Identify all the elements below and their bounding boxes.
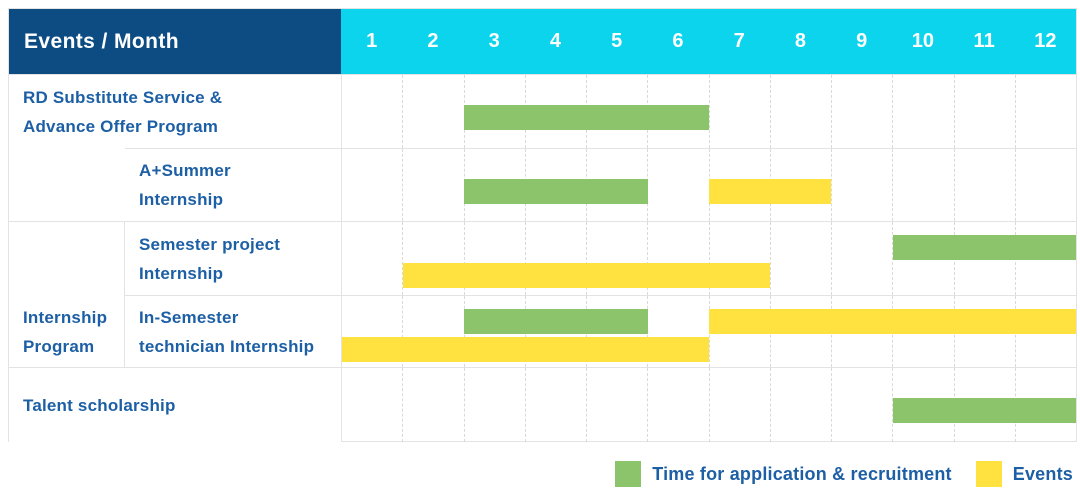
month-grid-cell — [463, 222, 525, 295]
row-label-text: Semester project Internship — [139, 234, 281, 283]
month-header-cell: 2 — [427, 30, 439, 52]
row-label: In-Semester technician Internship — [125, 295, 341, 367]
month-grid-cell — [402, 296, 463, 367]
month-header-cell: 1 — [366, 30, 378, 52]
gantt-bar-application — [892, 235, 1076, 260]
month-grid-cell — [402, 149, 463, 221]
month-grid-cell — [463, 368, 525, 442]
month-grid-cell — [708, 222, 770, 295]
month-grid-cell — [463, 296, 525, 367]
month-grid-cell — [342, 222, 402, 295]
legend-swatch-application — [615, 461, 642, 487]
month-grid-cell — [769, 75, 831, 148]
month-header-cell: 3 — [488, 30, 500, 52]
month-header-cell: 10 — [911, 30, 934, 52]
month-grid-cell — [586, 368, 647, 442]
table-header-title-cell: Events / Month — [9, 9, 341, 74]
gantt-bar-application — [892, 398, 1076, 423]
month-header-cell: 8 — [794, 30, 806, 52]
month-grid-cell — [892, 149, 953, 221]
month-header-cell: 12 — [1034, 30, 1057, 52]
month-grid-cell — [647, 222, 708, 295]
month-header-cell: 7 — [733, 30, 745, 52]
events-table: Events / Month 1 2 3 4 5 6 7 8 9 10 11 12 Internshi… — [8, 8, 1077, 442]
row-label-text: A+Summer Internship — [139, 161, 231, 209]
month-grid-cell — [463, 149, 525, 221]
month-grid-cell — [647, 368, 708, 442]
month-grid-cell — [953, 149, 1015, 221]
month-grid-cell — [708, 75, 770, 148]
month-grid-cell — [463, 75, 525, 148]
legend: Time for application & recruitment Events — [0, 459, 1073, 489]
gantt-bar-event — [709, 309, 1076, 334]
month-grid-cell — [524, 368, 586, 442]
month-header-cell: 9 — [856, 30, 868, 52]
row-timeline — [341, 148, 1076, 221]
month-grid-cell — [1014, 149, 1076, 221]
month-grid-cell — [342, 75, 402, 148]
month-grid-cell — [769, 222, 831, 295]
month-header-cell: 6 — [672, 30, 684, 52]
legend-swatch-event — [975, 461, 1002, 487]
month-grid-cell — [1014, 75, 1076, 148]
row-timeline — [341, 74, 1076, 148]
row-timeline — [341, 295, 1076, 367]
row-label: RD Substitute Service & Advance Offer Pr… — [9, 74, 341, 148]
table-header-title: Events / Month — [24, 29, 179, 53]
month-grid-cell — [586, 222, 647, 295]
gantt-bar-event — [403, 263, 771, 288]
row-timeline — [341, 221, 1076, 295]
row-label-text: RD Substitute Service & Advance Offer Pr… — [23, 87, 223, 136]
row-label-text: Talent scholarship — [23, 395, 176, 415]
gantt-bar-event — [709, 179, 832, 204]
row-timeline — [341, 367, 1076, 442]
month-grid-cell — [831, 368, 892, 442]
month-grid-cell — [953, 75, 1015, 148]
month-grid-cell — [647, 149, 708, 221]
row-label: Semester project Internship — [125, 221, 341, 295]
month-grid-cell — [524, 222, 586, 295]
month-grid-cell — [708, 368, 770, 442]
month-grid-cell — [342, 149, 402, 221]
row-group-label-text: Internship Program — [23, 308, 108, 356]
month-header-cell: 4 — [549, 30, 561, 52]
month-grid-cell — [769, 368, 831, 442]
month-grid-cell — [831, 222, 892, 295]
row-label-text: In-Semester technician Internship — [139, 307, 315, 356]
gantt-bar-event — [342, 337, 709, 362]
month-header-cell: 11 — [973, 30, 995, 52]
month-grid-cell — [831, 75, 892, 148]
month-grid-cell — [402, 222, 463, 295]
gantt-bar-application — [464, 105, 709, 130]
row-label: A+Summer Internship — [125, 148, 341, 221]
legend-label-application: Time for application & recruitment — [652, 463, 952, 484]
month-grid-cell — [831, 149, 892, 221]
months-header-row: 1 2 3 4 5 6 7 8 9 10 11 12 — [341, 9, 1076, 74]
month-header-cell: 5 — [611, 30, 623, 52]
month-grid-cell — [402, 75, 463, 148]
month-grid-cell — [402, 368, 463, 442]
month-grid-cell — [342, 368, 402, 442]
gantt-bar-application — [464, 179, 648, 204]
legend-label-event: Events — [1012, 463, 1073, 484]
row-label: Talent scholarship — [9, 367, 341, 442]
month-grid-cell — [892, 75, 953, 148]
gantt-bar-application — [464, 309, 648, 334]
